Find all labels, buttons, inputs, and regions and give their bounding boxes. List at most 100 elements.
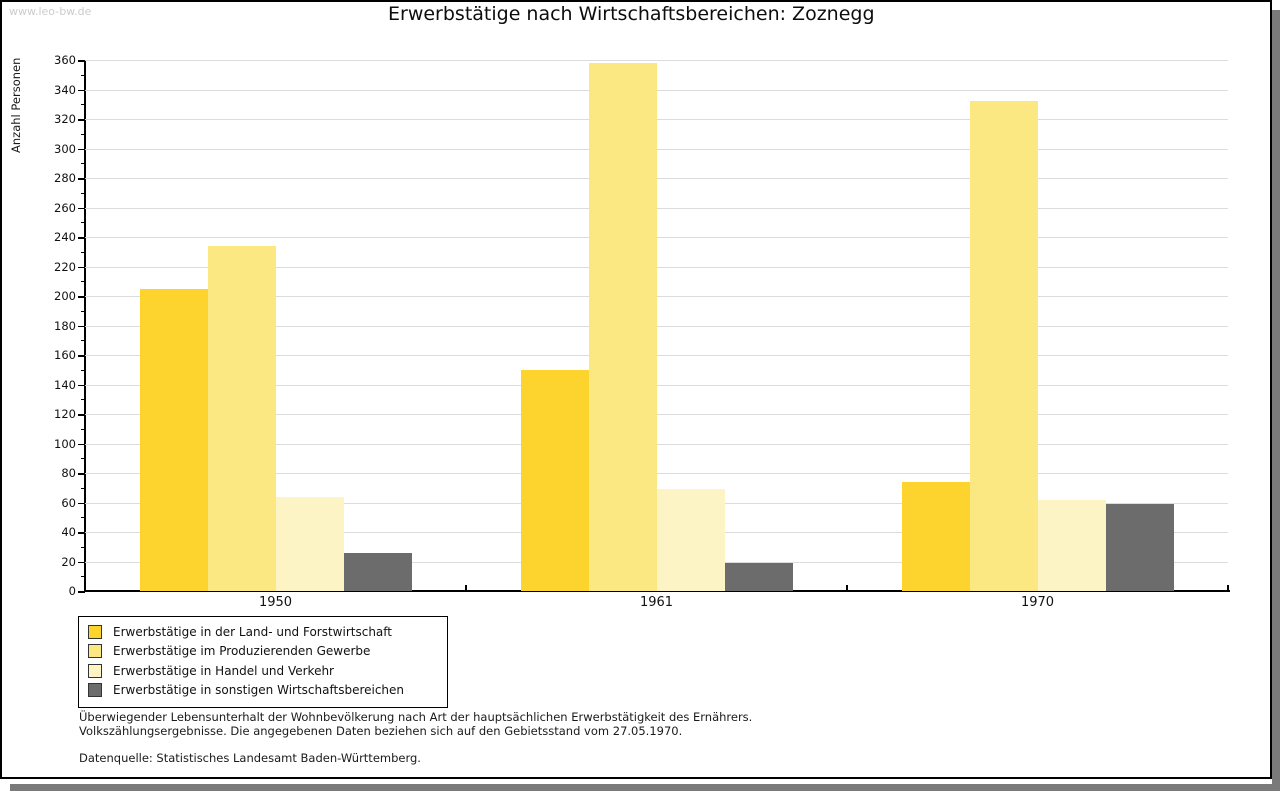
bar-1950-series-3 xyxy=(275,496,344,591)
y-tick-label-200: 200 xyxy=(54,289,76,303)
x-category-label-1950: 1950 xyxy=(258,595,293,610)
y-major-tick-320 xyxy=(78,119,85,121)
gridline-280 xyxy=(85,178,1228,179)
gridline-80 xyxy=(85,473,1228,474)
footnote-line-1: Überwiegender Lebensunterhalt der Wohnbe… xyxy=(79,710,753,724)
y-tick-label-20: 20 xyxy=(61,554,76,569)
y-major-tick-240 xyxy=(78,237,85,239)
y-major-tick-360 xyxy=(78,60,85,62)
legend-label-2: Erwerbstätige im Produzierenden Gewerbe xyxy=(113,644,371,659)
x-axis-line xyxy=(84,590,1230,592)
y-minor-tick-90 xyxy=(81,458,85,460)
gridline-360 xyxy=(85,60,1228,61)
y-minor-tick-270 xyxy=(81,192,85,194)
y-minor-tick-150 xyxy=(81,369,85,371)
bar-1970-series-1 xyxy=(901,481,970,591)
y-major-tick-160 xyxy=(78,355,85,357)
legend: Erwerbstätige in der Land- und Forstwirt… xyxy=(78,616,448,708)
legend-row-2: Erwerbstätige im Produzierenden Gewerbe xyxy=(79,642,447,662)
bar-1961-series-3 xyxy=(656,489,725,591)
y-major-tick-120 xyxy=(78,414,85,416)
y-major-tick-40 xyxy=(78,532,85,534)
legend-row-3: Erwerbstätige in Handel und Verkehr xyxy=(79,661,447,681)
y-tick-label-120: 120 xyxy=(54,407,76,421)
y-minor-tick-50 xyxy=(81,517,85,519)
y-tick-label-340: 340 xyxy=(54,82,76,97)
y-minor-tick-10 xyxy=(81,576,85,578)
x-category-label-1970: 1970 xyxy=(1020,595,1055,610)
y-tick-label-140: 140 xyxy=(54,377,76,392)
y-tick-label-40: 40 xyxy=(61,525,76,539)
gridline-240 xyxy=(85,237,1228,238)
bar-1950-series-1 xyxy=(139,288,208,591)
legend-swatch-4 xyxy=(88,683,102,698)
frame-shadow-bottom xyxy=(10,784,1280,791)
y-tick-label-240: 240 xyxy=(54,230,76,244)
legend-row-4: Erwerbstätige in sonstigen Wirtschaftsbe… xyxy=(79,681,447,701)
y-major-tick-220 xyxy=(78,266,85,268)
y-major-tick-200 xyxy=(78,296,85,298)
y-tick-label-80: 80 xyxy=(61,466,76,480)
footnote-line-2: Volkszählungsergebnisse. Die angegebenen… xyxy=(79,724,683,738)
x-tick-1 xyxy=(465,585,467,591)
y-tick-label-300: 300 xyxy=(54,141,76,156)
x-tick-3 xyxy=(1227,585,1229,591)
gridline-300 xyxy=(85,148,1228,150)
y-tick-label-280: 280 xyxy=(54,171,76,185)
gridline-340 xyxy=(85,89,1228,91)
legend-swatch-3 xyxy=(88,663,102,678)
y-minor-tick-110 xyxy=(81,428,85,430)
y-minor-tick-190 xyxy=(81,310,85,312)
source-line: Datenquelle: Statistisches Landesamt Bad… xyxy=(79,751,421,765)
watermark: www.leo-bw.de xyxy=(9,5,92,18)
y-major-tick-180 xyxy=(78,325,85,327)
y-minor-tick-170 xyxy=(81,340,85,342)
y-major-tick-280 xyxy=(78,178,85,180)
legend-label-1: Erwerbstätige in der Land- und Forstwirt… xyxy=(113,624,392,639)
gridline-320 xyxy=(85,119,1228,120)
y-tick-label-360: 360 xyxy=(54,53,76,67)
y-major-tick-260 xyxy=(78,207,85,209)
y-minor-tick-250 xyxy=(81,222,85,224)
x-tick-2 xyxy=(846,585,848,591)
bar-1970-series-2 xyxy=(969,101,1038,591)
gridline-180 xyxy=(85,325,1228,327)
legend-swatch-2 xyxy=(88,644,102,659)
y-major-tick-20 xyxy=(78,561,85,563)
y-minor-tick-130 xyxy=(81,399,85,401)
legend-row-1: Erwerbstätige in der Land- und Forstwirt… xyxy=(79,622,447,642)
bar-1961-series-4 xyxy=(724,562,793,591)
y-major-tick-80 xyxy=(78,473,85,475)
y-minor-tick-310 xyxy=(81,133,85,135)
bar-1970-series-4 xyxy=(1105,503,1174,591)
frame-shadow-right xyxy=(1272,10,1280,784)
x-tick-0 xyxy=(84,585,86,591)
bar-1970-series-3 xyxy=(1037,499,1106,591)
x-category-label-1961: 1961 xyxy=(639,595,674,610)
legend-label-3: Erwerbstätige in Handel und Verkehr xyxy=(113,663,334,678)
bar-1950-series-2 xyxy=(207,245,276,591)
y-tick-label-100: 100 xyxy=(54,436,76,451)
y-major-tick-0 xyxy=(78,591,85,593)
y-tick-label-160: 160 xyxy=(54,348,76,362)
y-major-tick-140 xyxy=(78,384,85,386)
gridline-120 xyxy=(85,414,1228,415)
y-major-tick-300 xyxy=(78,148,85,150)
gridline-140 xyxy=(85,384,1228,386)
y-minor-tick-290 xyxy=(81,163,85,165)
y-minor-tick-30 xyxy=(81,546,85,548)
y-minor-tick-230 xyxy=(81,251,85,253)
y-tick-label-260: 260 xyxy=(54,200,76,215)
y-tick-label-220: 220 xyxy=(54,259,76,274)
y-minor-tick-70 xyxy=(81,487,85,489)
y-major-tick-60 xyxy=(78,502,85,504)
y-tick-label-0: 0 xyxy=(68,584,76,598)
chart-title: Erwerbstätige nach Wirtschaftsbereichen:… xyxy=(388,3,875,25)
y-minor-tick-210 xyxy=(81,281,85,283)
legend-swatch-1 xyxy=(88,624,102,639)
bar-1961-series-2 xyxy=(588,62,657,591)
bar-1950-series-4 xyxy=(343,552,412,591)
gridline-100 xyxy=(85,443,1228,445)
